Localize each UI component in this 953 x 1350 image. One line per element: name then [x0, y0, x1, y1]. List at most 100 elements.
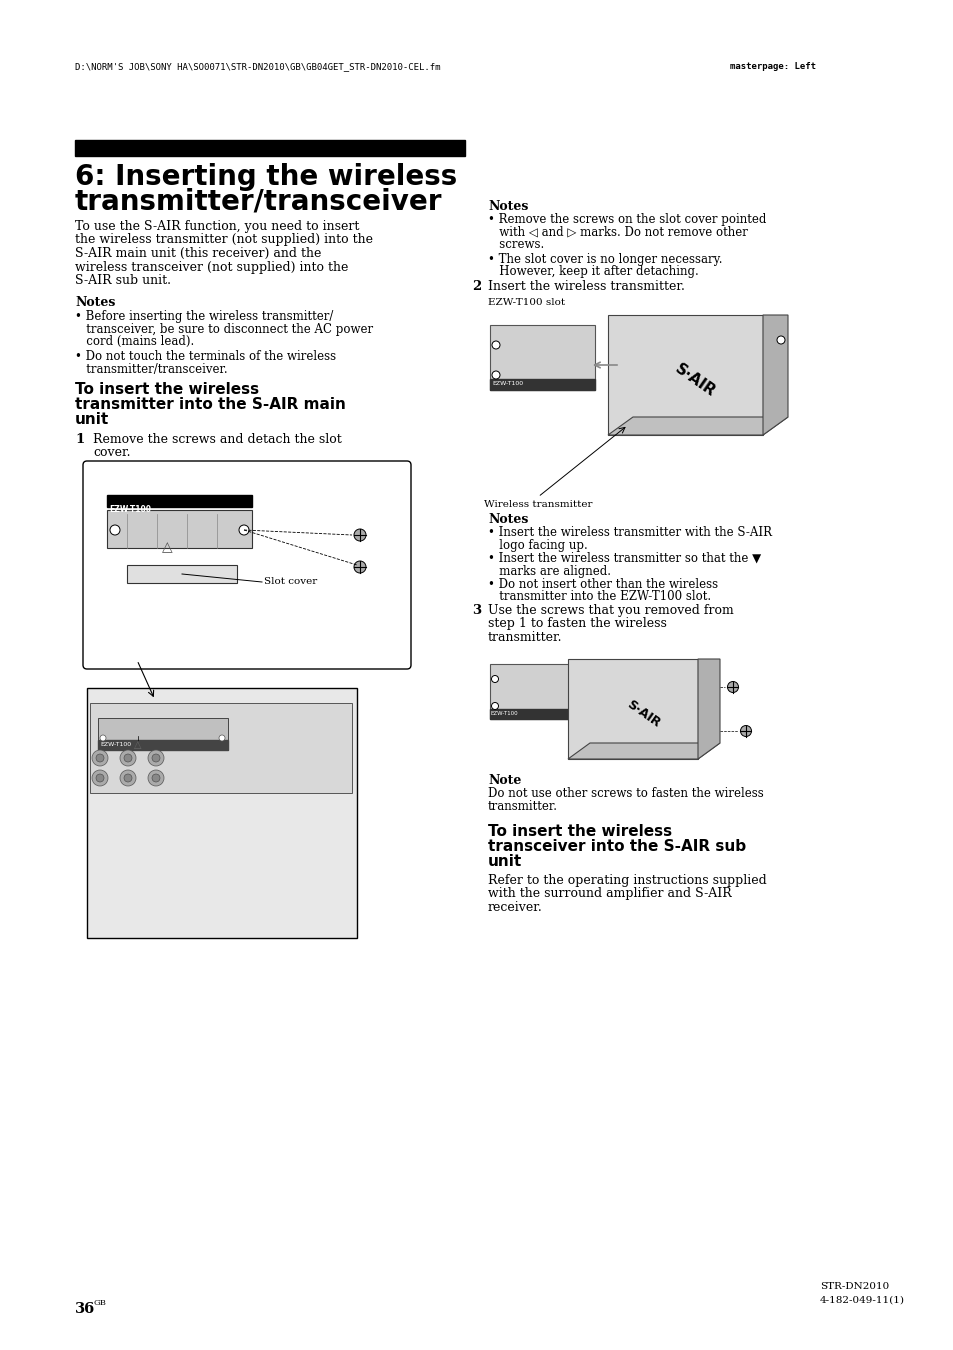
Circle shape: [91, 769, 108, 786]
Text: EZW-T100: EZW-T100: [492, 381, 522, 386]
Text: STR-DN2010: STR-DN2010: [820, 1282, 888, 1291]
Circle shape: [152, 755, 160, 761]
Circle shape: [120, 769, 136, 786]
Text: △: △: [161, 540, 172, 553]
Bar: [490, 325, 595, 390]
Circle shape: [148, 769, 164, 786]
Text: S·AIR: S·AIR: [672, 360, 718, 400]
Text: However, keep it after detaching.: However, keep it after detaching.: [488, 266, 698, 278]
Circle shape: [239, 525, 249, 535]
Text: with the surround amplifier and S-AIR: with the surround amplifier and S-AIR: [488, 887, 731, 900]
Text: 4-182-049-11(1): 4-182-049-11(1): [820, 1296, 904, 1305]
Text: Slot cover: Slot cover: [264, 578, 317, 586]
Text: step 1 to fasten the wireless: step 1 to fasten the wireless: [488, 617, 666, 630]
Text: D:\NORM'S JOB\SONY HA\SO0071\STR-DN2010\GB\GB04GET_STR-DN2010-CEL.fm: D:\NORM'S JOB\SONY HA\SO0071\STR-DN2010\…: [75, 62, 440, 72]
Bar: [490, 709, 578, 720]
Circle shape: [148, 751, 164, 765]
Text: transceiver into the S-AIR sub: transceiver into the S-AIR sub: [488, 838, 745, 855]
Text: transmitter into the S-AIR main: transmitter into the S-AIR main: [75, 397, 346, 412]
Bar: [107, 495, 252, 508]
Text: unit: unit: [75, 412, 110, 427]
Text: • Insert the wireless transmitter with the S-AIR: • Insert the wireless transmitter with t…: [488, 526, 771, 539]
Text: 2: 2: [472, 279, 480, 293]
Text: wireless transceiver (not supplied) into the: wireless transceiver (not supplied) into…: [75, 261, 348, 274]
Text: transmitter/transceiver.: transmitter/transceiver.: [75, 363, 228, 375]
Circle shape: [354, 529, 366, 541]
Text: • Do not insert other than the wireless: • Do not insert other than the wireless: [488, 578, 718, 591]
Text: transmitter into the EZW-T100 slot.: transmitter into the EZW-T100 slot.: [488, 590, 710, 603]
Text: EZW-T100: EZW-T100: [100, 743, 131, 747]
Text: transmitter/transceiver: transmitter/transceiver: [75, 188, 442, 215]
Text: transmitter.: transmitter.: [488, 799, 558, 813]
FancyBboxPatch shape: [83, 460, 411, 670]
Text: S·AIR: S·AIR: [623, 698, 661, 730]
Text: Note: Note: [488, 774, 521, 787]
Circle shape: [96, 755, 104, 761]
Circle shape: [740, 725, 751, 737]
Text: 6: Inserting the wireless: 6: Inserting the wireless: [75, 163, 456, 190]
Text: Notes: Notes: [75, 296, 115, 309]
Bar: [490, 664, 578, 720]
Bar: [567, 659, 698, 759]
Text: To insert the wireless: To insert the wireless: [488, 824, 672, 838]
Text: cord (mains lead).: cord (mains lead).: [75, 335, 194, 348]
Text: S-AIR sub unit.: S-AIR sub unit.: [75, 274, 171, 288]
Circle shape: [96, 774, 104, 782]
Text: the wireless transmitter (not supplied) into the: the wireless transmitter (not supplied) …: [75, 234, 373, 247]
Text: To use the S-AIR function, you need to insert: To use the S-AIR function, you need to i…: [75, 220, 359, 234]
Text: EZW-T100: EZW-T100: [109, 505, 151, 514]
Circle shape: [152, 774, 160, 782]
Circle shape: [492, 342, 499, 350]
Text: Notes: Notes: [488, 513, 528, 526]
Text: masterpage: Left: masterpage: Left: [729, 62, 815, 72]
Circle shape: [91, 751, 108, 765]
Text: transmitter.: transmitter.: [488, 630, 562, 644]
Text: EZW-T100 slot: EZW-T100 slot: [488, 298, 564, 306]
Circle shape: [776, 336, 784, 344]
Polygon shape: [762, 315, 787, 435]
Text: GB: GB: [94, 1299, 107, 1307]
Bar: [98, 740, 228, 751]
Circle shape: [491, 702, 498, 710]
Circle shape: [219, 734, 225, 741]
Text: S-AIR main unit (this receiver) and the: S-AIR main unit (this receiver) and the: [75, 247, 321, 261]
Text: transceiver, be sure to disconnect the AC power: transceiver, be sure to disconnect the A…: [75, 323, 373, 336]
Text: • Insert the wireless transmitter so that the ▼: • Insert the wireless transmitter so tha…: [488, 552, 760, 566]
Text: • Remove the screws on the slot cover pointed: • Remove the screws on the slot cover po…: [488, 213, 765, 225]
Text: • The slot cover is no longer necessary.: • The slot cover is no longer necessary.: [488, 252, 721, 266]
Circle shape: [100, 734, 106, 741]
Circle shape: [727, 682, 738, 693]
Text: Refer to the operating instructions supplied: Refer to the operating instructions supp…: [488, 873, 766, 887]
Bar: [607, 315, 762, 435]
Text: Insert the wireless transmitter.: Insert the wireless transmitter.: [488, 279, 684, 293]
Text: • Before inserting the wireless transmitter/: • Before inserting the wireless transmit…: [75, 310, 333, 323]
Text: logo facing up.: logo facing up.: [488, 539, 587, 552]
Text: Notes: Notes: [488, 200, 528, 213]
Text: EZW-T100: EZW-T100: [491, 711, 518, 716]
Text: To insert the wireless: To insert the wireless: [75, 382, 259, 397]
Text: Do not use other screws to fasten the wireless: Do not use other screws to fasten the wi…: [488, 787, 763, 801]
Bar: [90, 703, 352, 792]
Text: Use the screws that you removed from: Use the screws that you removed from: [488, 603, 733, 617]
Polygon shape: [567, 743, 720, 759]
Bar: [75, 140, 464, 157]
Text: 36: 36: [75, 1301, 95, 1316]
Text: receiver.: receiver.: [488, 900, 542, 914]
Circle shape: [124, 755, 132, 761]
Circle shape: [491, 675, 498, 683]
Text: Wireless transmitter: Wireless transmitter: [483, 500, 592, 509]
Bar: [87, 688, 356, 938]
Circle shape: [354, 562, 366, 572]
Circle shape: [110, 525, 120, 535]
Text: 3: 3: [472, 603, 480, 617]
Bar: [107, 510, 252, 548]
Polygon shape: [607, 417, 787, 435]
Bar: [127, 566, 236, 583]
Text: cover.: cover.: [92, 446, 131, 459]
Text: • Do not touch the terminals of the wireless: • Do not touch the terminals of the wire…: [75, 350, 335, 363]
Bar: [490, 379, 595, 390]
Circle shape: [120, 751, 136, 765]
Bar: [98, 718, 228, 751]
Text: marks are aligned.: marks are aligned.: [488, 564, 610, 578]
Polygon shape: [698, 659, 720, 759]
